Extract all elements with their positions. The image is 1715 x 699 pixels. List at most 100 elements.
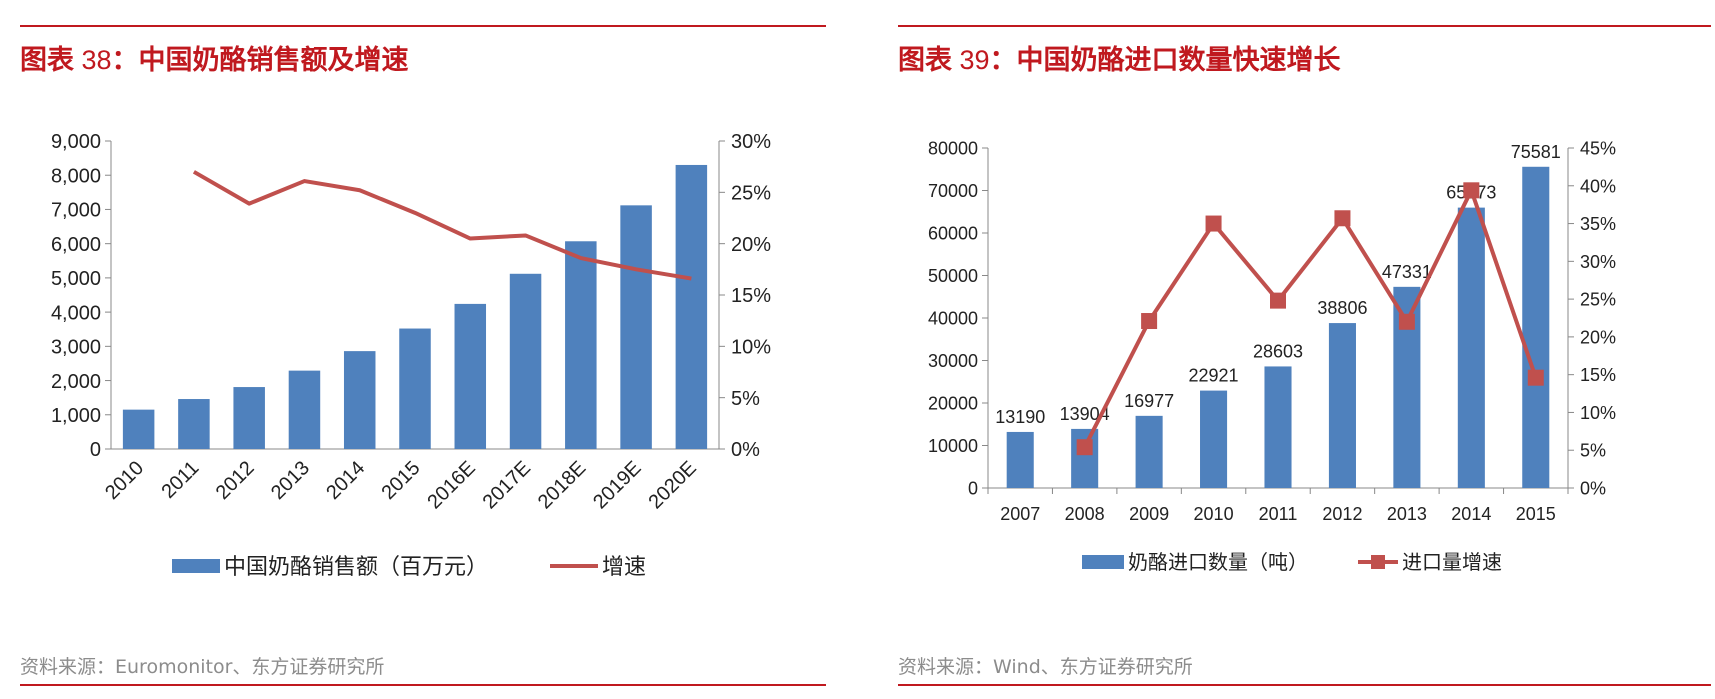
bar: [565, 241, 597, 449]
line-marker: [1463, 182, 1480, 199]
bar: [122, 409, 155, 449]
legend-bar-swatch: [172, 559, 220, 573]
right-tick-label: 25%: [1580, 290, 1616, 310]
legend-line-marker: [1371, 555, 1385, 569]
right-tick-label: 0%: [731, 439, 760, 461]
title-prefix: 图表: [20, 45, 74, 76]
right-tick-label: 45%: [1580, 138, 1616, 158]
bar: [288, 370, 321, 449]
bar-data-label: 28603: [1253, 341, 1303, 361]
import-volume-chart: 0 10000 20000 30000 40000 50000 60000 70000 8000…: [928, 138, 1616, 574]
left-tick-label: 8,000: [51, 165, 101, 187]
category-label: 2007: [1000, 504, 1040, 524]
bar: [1006, 431, 1034, 488]
title-number: 39: [952, 45, 990, 75]
right-tick-label: 30%: [731, 131, 771, 153]
category-label: 2014: [1451, 504, 1491, 524]
bar: [399, 328, 431, 449]
category-label: 2011: [157, 457, 203, 503]
right-tick-label: 25%: [731, 183, 771, 205]
right-tick-label: 15%: [731, 285, 771, 307]
bar: [620, 205, 652, 449]
bar: [1135, 415, 1163, 488]
left-chart-panel: 图表 38：中国奶酪销售额及增速 0 1,000 2,000 3,000 4,000 5,…: [20, 0, 826, 699]
left-tick-label: 3,000: [51, 337, 101, 359]
left-source: 资料来源：Euromonitor、东方证券研究所: [20, 656, 385, 678]
top-rule: [898, 25, 1711, 27]
left-tick-label: 9,000: [51, 131, 101, 153]
category-label: 2020E: [644, 457, 700, 513]
line-marker: [1527, 369, 1544, 386]
right-source: 资料来源：Wind、东方证券研究所: [898, 656, 1193, 678]
bar: [1071, 428, 1099, 488]
right-tick-label: 0%: [1580, 478, 1606, 498]
category-label: 2015: [1516, 504, 1556, 524]
bottom-rule: [20, 684, 826, 686]
right-tick-label: 15%: [1580, 365, 1616, 385]
legend-line-label: 进口量增速: [1402, 551, 1502, 574]
left-tick-label: 80000: [928, 138, 978, 158]
category-label: 2015: [378, 457, 425, 504]
left-tick-label: 30000: [928, 351, 978, 371]
category-label: 2011: [1259, 504, 1298, 524]
left-tick-label: 40000: [928, 308, 978, 328]
right-tick-label: 35%: [1580, 214, 1616, 234]
left-tick-label: 10000: [928, 436, 978, 456]
line-marker: [1398, 313, 1415, 330]
left-tick-label: 50000: [928, 266, 978, 286]
right-tick-label: 5%: [1580, 441, 1606, 461]
left-tick-label: 6,000: [51, 234, 101, 256]
bottom-rule: [898, 684, 1711, 686]
category-label: 2017E: [479, 457, 535, 513]
legend-bar-swatch: [1082, 555, 1124, 569]
left-chart-title: 图表 38：中国奶酪销售额及增速: [20, 38, 409, 77]
bar: [1522, 166, 1550, 488]
left-tick-label: 1,000: [51, 405, 101, 427]
bar: [233, 387, 265, 449]
bar: [1264, 366, 1292, 488]
bar-data-label: 16977: [1124, 391, 1174, 411]
bar-data-label: 47331: [1382, 262, 1432, 282]
bar: [675, 164, 708, 449]
growth-line: [192, 170, 692, 281]
legend-bar-label: 中国奶酪销售额（百万元）: [224, 554, 488, 579]
left-tick-label: 20000: [928, 393, 978, 413]
category-label: 2009: [1129, 504, 1169, 524]
right-tick-label: 10%: [1580, 403, 1616, 423]
left-tick-label: 2,000: [51, 371, 101, 393]
bar-data-label: 75581: [1511, 142, 1561, 162]
category-label: 2010: [101, 457, 148, 504]
bar-data-label: 13190: [995, 407, 1045, 427]
right-tick-label: 30%: [1580, 252, 1616, 272]
left-tick-label: 4,000: [51, 302, 101, 324]
bar: [1457, 207, 1485, 488]
bar-data-label: 22921: [1189, 366, 1239, 386]
bar: [343, 351, 376, 449]
title-prefix: 图表: [898, 45, 952, 76]
line-marker: [1270, 292, 1286, 309]
bar: [1328, 323, 1356, 488]
bar: [509, 273, 542, 449]
category-label: 2012: [212, 457, 259, 504]
bar-data-label: 38806: [1317, 298, 1367, 318]
right-tick-label: 20%: [1580, 327, 1616, 347]
line-marker: [1205, 215, 1222, 232]
category-label: 2013: [1387, 504, 1427, 524]
title-text: ：中国奶酪销售额及增速: [111, 45, 409, 76]
right-chart-panel: 图表 39：中国奶酪进口数量快速增长 0 10000 20000 30000 40000…: [898, 0, 1715, 699]
category-label: 2008: [1065, 504, 1105, 524]
left-tick-label: 60000: [928, 223, 978, 243]
right-tick-label: 20%: [731, 234, 771, 256]
legend-line-label: 增速: [602, 554, 646, 579]
category-label: 2010: [1194, 504, 1234, 524]
title-number: 38: [74, 45, 112, 75]
left-tick-label: 5,000: [51, 268, 101, 290]
category-label: 2018E: [534, 457, 590, 513]
category-label: 2014: [322, 457, 369, 504]
bar: [178, 399, 210, 449]
right-tick-label: 40%: [1580, 176, 1616, 196]
sales-growth-chart: 0 1,000 2,000 3,000 4,000 5,000 6,000 7,000 8,00…: [51, 131, 771, 579]
top-rule: [20, 25, 826, 27]
left-tick-label: 0: [90, 439, 101, 461]
bar: [1200, 390, 1228, 488]
